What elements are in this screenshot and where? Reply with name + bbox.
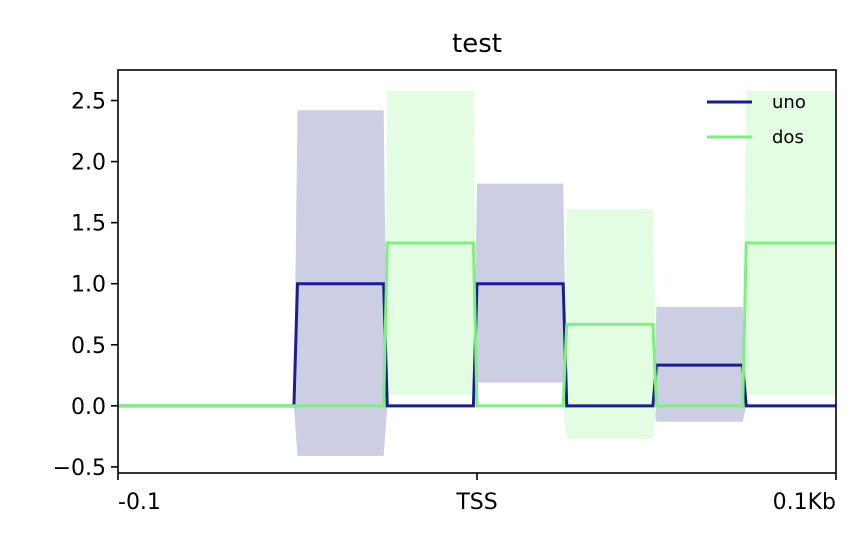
y-tick-label: 2.5 — [71, 90, 106, 115]
line-dos — [118, 241, 836, 408]
chart-title: test — [452, 29, 502, 59]
x-tick-label: 0.1Kb — [773, 490, 836, 515]
x-tick-label: TSS — [455, 490, 497, 515]
x-tick-label: -0.1 — [118, 490, 161, 515]
band-dos — [118, 90, 836, 439]
legend-label-uno: uno — [772, 92, 806, 113]
y-tick-label: 0.0 — [71, 395, 106, 420]
y-tick-label: 1.5 — [71, 212, 106, 237]
y-tick-label: 2.0 — [71, 151, 106, 176]
y-tick-label: −0.5 — [53, 456, 106, 481]
y-tick-label: 0.5 — [71, 334, 106, 359]
line-uno — [118, 282, 836, 408]
series-lines — [118, 241, 836, 408]
legend: uno dos — [707, 92, 806, 148]
y-tick-label: 1.0 — [71, 273, 106, 298]
x-axis: -0.1 TSS 0.1Kb — [117, 473, 837, 515]
legend-label-dos: dos — [772, 127, 804, 148]
y-axis: −0.5 0.0 0.5 1.0 1.5 2.0 2.5 — [53, 90, 118, 481]
